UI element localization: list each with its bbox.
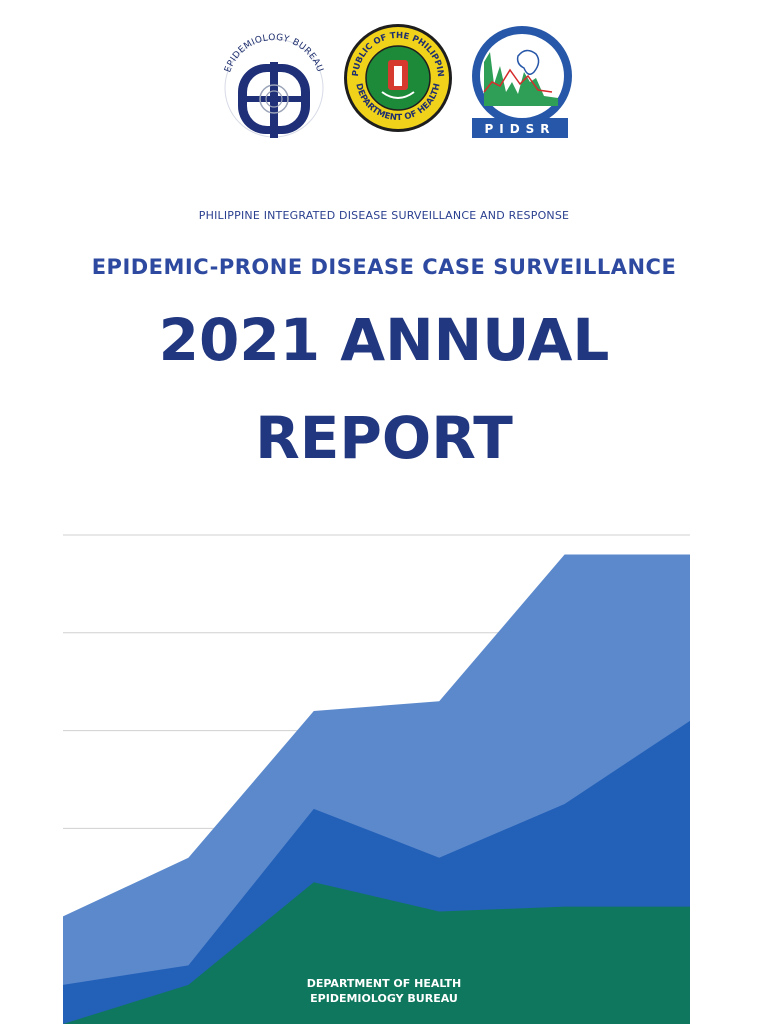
doh-seal-icon: REPUBLIC OF THE PHILIPPINES DEPARTMENT O… <box>342 22 452 132</box>
report-subtitle: PHILIPPINE INTEGRATED DISEASE SURVEILLAN… <box>198 209 570 222</box>
report-title: EPIDEMIC-PRONE DISEASE CASE SURVEILLANCE <box>91 255 677 279</box>
pidsr-logo: PIDSR <box>472 26 572 138</box>
area-series-1 <box>63 882 690 1024</box>
footer-bureau: EPIDEMIOLOGY BUREAU <box>310 992 458 1005</box>
report-heading: REPORT <box>255 404 513 472</box>
footer-department: DEPARTMENT OF HEALTH <box>306 977 462 990</box>
logo-row: EPIDEMIOLOGY BUREAU REPUBLIC OF THE PHIL… <box>0 18 768 148</box>
area-chart <box>63 534 690 1024</box>
report-year-heading: 2021 ANNUAL <box>158 306 610 374</box>
svg-text:PIDSR: PIDSR <box>484 122 555 136</box>
epidemiology-bureau-logo: EPIDEMIOLOGY BUREAU <box>223 33 324 138</box>
